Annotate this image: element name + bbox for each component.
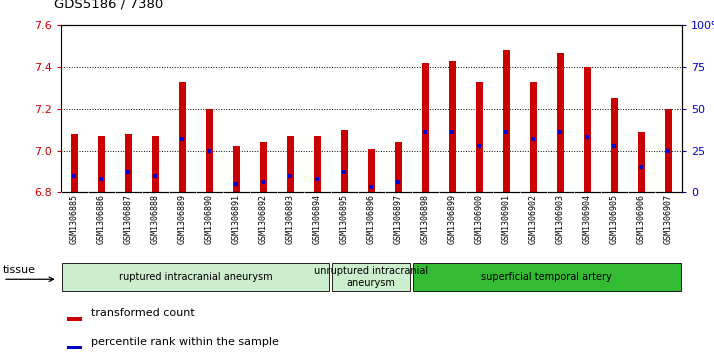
- Text: GSM1306892: GSM1306892: [258, 194, 268, 244]
- Bar: [422, 63, 428, 192]
- Text: GSM1306890: GSM1306890: [205, 194, 213, 244]
- Bar: [152, 136, 159, 192]
- Text: percentile rank within the sample: percentile rank within the sample: [91, 337, 279, 347]
- Bar: [206, 109, 213, 192]
- Bar: [71, 134, 78, 192]
- Text: GDS5186 / 7380: GDS5186 / 7380: [54, 0, 163, 11]
- Bar: [557, 53, 564, 192]
- Bar: [67, 346, 82, 350]
- Text: GSM1306901: GSM1306901: [502, 194, 511, 244]
- Bar: [530, 82, 537, 192]
- Text: GSM1306903: GSM1306903: [555, 194, 565, 244]
- Bar: [449, 61, 456, 192]
- Bar: [260, 142, 266, 192]
- Text: GSM1306900: GSM1306900: [475, 194, 484, 244]
- Text: GSM1306904: GSM1306904: [583, 194, 592, 244]
- Bar: [665, 109, 672, 192]
- Bar: [476, 82, 483, 192]
- Text: GSM1306893: GSM1306893: [286, 194, 295, 244]
- Text: GSM1306907: GSM1306907: [664, 194, 673, 244]
- FancyBboxPatch shape: [413, 263, 680, 291]
- Text: unruptured intracranial
aneurysm: unruptured intracranial aneurysm: [314, 266, 428, 287]
- FancyBboxPatch shape: [62, 263, 329, 291]
- Text: GSM1306894: GSM1306894: [313, 194, 322, 244]
- Text: GSM1306896: GSM1306896: [367, 194, 376, 244]
- Bar: [178, 82, 186, 192]
- Text: GSM1306898: GSM1306898: [421, 194, 430, 244]
- Text: GSM1306897: GSM1306897: [394, 194, 403, 244]
- Text: superficial temporal artery: superficial temporal artery: [481, 272, 612, 282]
- Bar: [314, 136, 321, 192]
- Bar: [584, 67, 590, 192]
- Text: GSM1306888: GSM1306888: [151, 194, 160, 244]
- Text: GSM1306902: GSM1306902: [529, 194, 538, 244]
- Bar: [233, 147, 240, 192]
- Text: GSM1306895: GSM1306895: [340, 194, 348, 244]
- Text: ruptured intracranial aneurysm: ruptured intracranial aneurysm: [119, 272, 273, 282]
- Text: GSM1306905: GSM1306905: [610, 194, 619, 244]
- Text: GSM1306889: GSM1306889: [178, 194, 187, 244]
- Bar: [341, 130, 348, 192]
- Text: GSM1306886: GSM1306886: [96, 194, 106, 244]
- FancyBboxPatch shape: [332, 263, 411, 291]
- Text: GSM1306887: GSM1306887: [124, 194, 133, 244]
- Text: GSM1306891: GSM1306891: [232, 194, 241, 244]
- Text: GSM1306885: GSM1306885: [70, 194, 79, 244]
- Bar: [611, 98, 618, 192]
- Bar: [98, 136, 104, 192]
- Text: GSM1306906: GSM1306906: [637, 194, 646, 244]
- Bar: [125, 134, 131, 192]
- Text: transformed count: transformed count: [91, 308, 195, 318]
- Text: GSM1306899: GSM1306899: [448, 194, 457, 244]
- Text: tissue: tissue: [3, 265, 36, 275]
- Bar: [503, 50, 510, 192]
- Bar: [638, 132, 645, 192]
- Bar: [67, 317, 82, 321]
- Bar: [368, 148, 375, 192]
- Bar: [395, 142, 402, 192]
- Bar: [287, 136, 293, 192]
